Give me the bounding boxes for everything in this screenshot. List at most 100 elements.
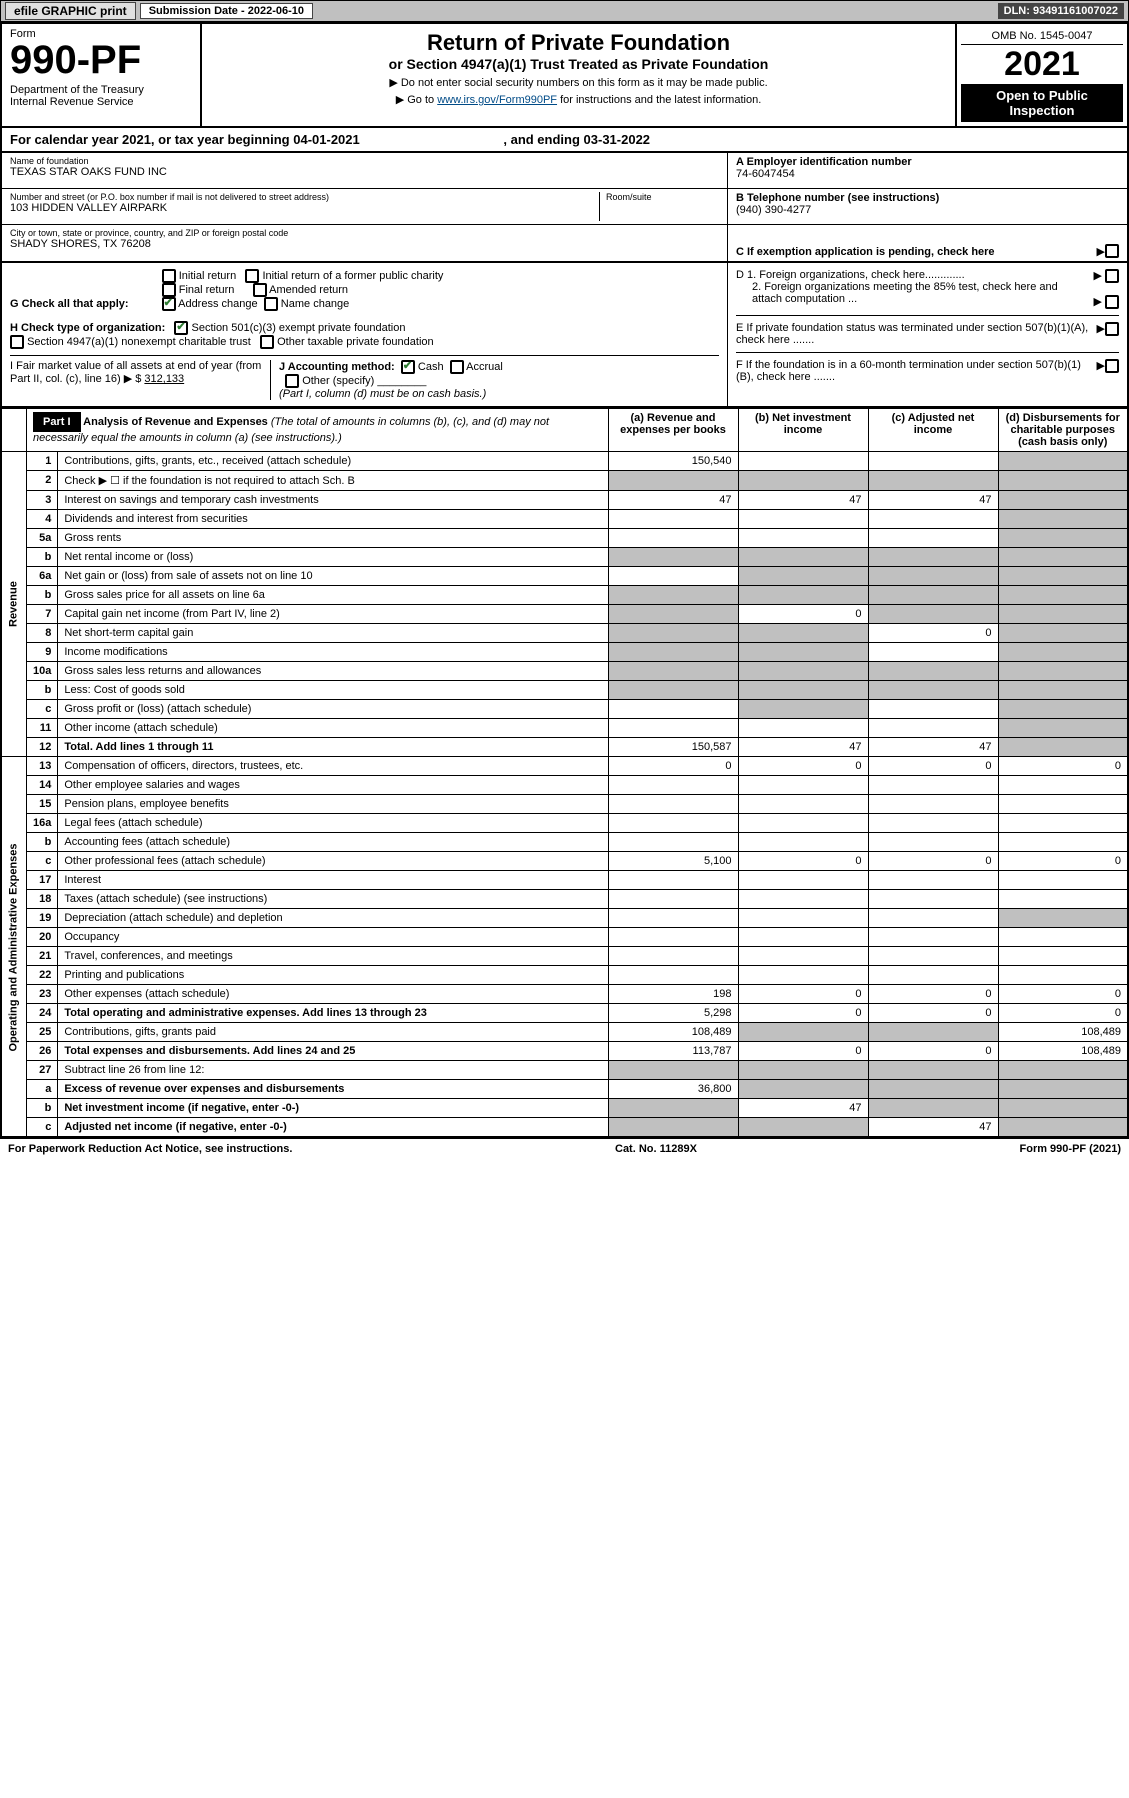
j-cash: Cash <box>418 361 444 373</box>
cell-col-c <box>868 947 998 966</box>
table-row: 18Taxes (attach schedule) (see instructi… <box>1 890 1128 909</box>
cell-col-d: 108,489 <box>998 1023 1128 1042</box>
instr2-prefix: ▶ Go to <box>396 94 437 106</box>
table-row: 2Check ▶ ☐ if the foundation is not requ… <box>1 471 1128 491</box>
cell-col-d <box>998 738 1128 757</box>
table-row: 26Total expenses and disbursements. Add … <box>1 1042 1128 1061</box>
line-number: 9 <box>27 643 58 662</box>
table-row: 16aLegal fees (attach schedule) <box>1 814 1128 833</box>
e-checkbox[interactable] <box>1105 322 1119 336</box>
line-description: Interest <box>58 871 608 890</box>
cell-col-c <box>868 586 998 605</box>
cell-col-b: 0 <box>738 985 868 1004</box>
cell-col-a <box>608 471 738 491</box>
cell-col-a: 36,800 <box>608 1080 738 1099</box>
table-row: 7Capital gain net income (from Part IV, … <box>1 605 1128 624</box>
table-row: 25Contributions, gifts, grants paid108,4… <box>1 1023 1128 1042</box>
cell-col-a <box>608 586 738 605</box>
j-note: (Part I, column (d) must be on cash basi… <box>279 388 486 400</box>
line-description: Gross rents <box>58 529 608 548</box>
cell-col-a <box>608 719 738 738</box>
cell-col-a <box>608 624 738 643</box>
cell-col-b <box>738 548 868 567</box>
g-address-change-checkbox[interactable] <box>162 297 176 311</box>
cell-col-c <box>868 871 998 890</box>
line-number: 25 <box>27 1023 58 1042</box>
line-number: c <box>27 852 58 871</box>
cell-col-a <box>608 510 738 529</box>
section-e: E If private foundation status was termi… <box>736 322 1119 353</box>
cell-col-b <box>738 833 868 852</box>
cell-col-a <box>608 605 738 624</box>
e-label: E If private foundation status was termi… <box>736 322 1097 346</box>
h-opt1: Section 501(c)(3) exempt private foundat… <box>191 322 405 334</box>
table-row: aExcess of revenue over expenses and dis… <box>1 1080 1128 1099</box>
cell-col-c: 0 <box>868 624 998 643</box>
line-number: c <box>27 700 58 719</box>
table-row: 20Occupancy <box>1 928 1128 947</box>
cell-col-a <box>608 1099 738 1118</box>
phone-value: (940) 390-4277 <box>736 204 1119 216</box>
j-other-checkbox[interactable] <box>285 374 299 388</box>
revenue-side-label: Revenue <box>1 452 27 757</box>
name-label: Name of foundation <box>10 156 719 166</box>
cell-col-c <box>868 452 998 471</box>
cell-col-a: 150,587 <box>608 738 738 757</box>
g-initial-return-checkbox[interactable] <box>162 269 176 283</box>
d2-checkbox[interactable] <box>1105 295 1119 309</box>
cell-col-a: 113,787 <box>608 1042 738 1061</box>
dln-label: DLN: <box>1004 5 1033 17</box>
cell-col-c <box>868 662 998 681</box>
h-4947-checkbox[interactable] <box>10 335 24 349</box>
line-number: b <box>27 548 58 567</box>
line-number: 3 <box>27 491 58 510</box>
cell-col-d <box>998 471 1128 491</box>
i-value: 312,133 <box>144 373 184 385</box>
arrow-icon <box>1097 359 1105 383</box>
city-value: SHADY SHORES, TX 76208 <box>10 238 719 250</box>
cell-col-d <box>998 510 1128 529</box>
j-accrual-checkbox[interactable] <box>450 360 464 374</box>
cell-col-b <box>738 776 868 795</box>
cell-col-a <box>608 871 738 890</box>
g-name-change-checkbox[interactable] <box>264 297 278 311</box>
d1-checkbox[interactable] <box>1105 269 1119 283</box>
h-other-checkbox[interactable] <box>260 335 274 349</box>
cell-col-d <box>998 776 1128 795</box>
cell-col-b <box>738 624 868 643</box>
line-number: 22 <box>27 966 58 985</box>
line-description: Contributions, gifts, grants, etc., rece… <box>58 452 608 471</box>
g-final-return-checkbox[interactable] <box>162 283 176 297</box>
cell-col-c <box>868 928 998 947</box>
line-description: Occupancy <box>58 928 608 947</box>
cell-col-a <box>608 681 738 700</box>
cell-col-b: 47 <box>738 491 868 510</box>
cell-col-b: 0 <box>738 1004 868 1023</box>
h-501c3-checkbox[interactable] <box>174 321 188 335</box>
c-checkbox[interactable] <box>1105 244 1119 258</box>
line-number: c <box>27 1118 58 1138</box>
instructions-link[interactable]: www.irs.gov/Form990PF <box>437 94 557 106</box>
efile-button[interactable]: efile GRAPHIC print <box>5 2 136 20</box>
cell-col-d <box>998 605 1128 624</box>
cell-col-d <box>998 700 1128 719</box>
g-opt-amended: Amended return <box>269 284 348 296</box>
j-cash-checkbox[interactable] <box>401 360 415 374</box>
g-opt-initial: Initial return <box>179 270 236 282</box>
line-number: 11 <box>27 719 58 738</box>
line-description: Other income (attach schedule) <box>58 719 608 738</box>
line-number: b <box>27 833 58 852</box>
footer-mid: Cat. No. 11289X <box>615 1143 697 1155</box>
f-checkbox[interactable] <box>1105 359 1119 373</box>
cell-col-c <box>868 795 998 814</box>
cell-col-b <box>738 966 868 985</box>
check-sections: G Check all that apply: Initial return I… <box>0 263 1129 408</box>
g-amended-checkbox[interactable] <box>253 283 267 297</box>
cal-mid: , and ending <box>503 132 583 147</box>
dept-treasury: Department of the Treasury Internal Reve… <box>10 84 192 108</box>
j-accrual: Accrual <box>466 361 503 373</box>
cell-col-c <box>868 700 998 719</box>
cell-col-a: 5,100 <box>608 852 738 871</box>
table-row: 17Interest <box>1 871 1128 890</box>
g-initial-public-checkbox[interactable] <box>245 269 259 283</box>
